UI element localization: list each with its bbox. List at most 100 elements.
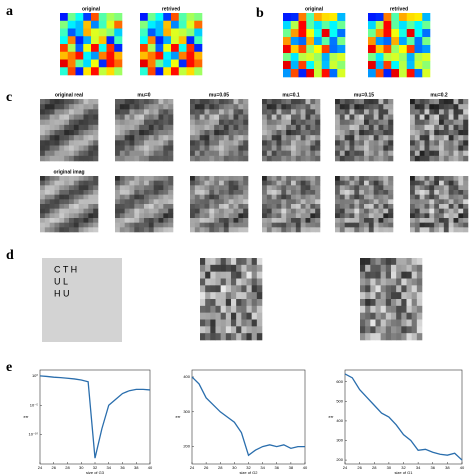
heatmap-cell — [298, 13, 307, 22]
image-pixel — [271, 119, 277, 126]
image-pixel — [168, 213, 174, 219]
heatmap — [283, 13, 346, 78]
image-pixel — [54, 135, 60, 141]
image-pixel — [364, 145, 370, 151]
image-pixel — [401, 271, 407, 279]
image-pixel — [88, 213, 94, 219]
image-pixel — [228, 204, 234, 209]
image-pixel — [335, 199, 341, 205]
image-pixel — [93, 180, 99, 186]
image-pixel — [364, 150, 370, 157]
heatmap-cell — [414, 45, 423, 54]
heatmap-cell — [368, 13, 377, 22]
image-pixel — [124, 140, 130, 146]
image-pixel — [339, 119, 345, 126]
image-pixel — [315, 155, 321, 162]
image-pixel — [453, 227, 459, 233]
image-pixel — [364, 213, 370, 219]
image-pixel — [411, 292, 418, 300]
image-pixel — [256, 264, 263, 272]
image-pixel — [305, 218, 311, 223]
image-pixel — [364, 176, 370, 181]
heatmap-cell — [147, 44, 156, 53]
image-pixel — [300, 119, 306, 126]
image-pixel — [370, 264, 376, 272]
image-pixel — [262, 190, 268, 195]
image-pixel — [238, 99, 244, 105]
image-pixel — [153, 208, 159, 214]
image-pixel — [148, 190, 154, 195]
image-pixel — [271, 194, 277, 200]
image-pixel — [291, 204, 297, 209]
image-pixel — [256, 258, 263, 266]
image-pixel — [414, 180, 420, 186]
image-pixel — [148, 194, 154, 200]
image-pixel — [424, 135, 430, 141]
image-pixel — [310, 145, 316, 151]
plot-frame — [191, 369, 306, 465]
image-pixel — [286, 135, 292, 141]
image-pixel — [214, 99, 220, 105]
image-pixel — [231, 292, 237, 300]
heatmap-cell — [194, 59, 203, 68]
image-pixel — [190, 218, 196, 223]
image-pixel — [396, 271, 402, 279]
image-pixel — [335, 194, 341, 200]
heatmap-cell — [171, 51, 180, 60]
image-pixel — [148, 104, 154, 110]
image-pixel — [231, 278, 237, 286]
image-pixel — [93, 140, 99, 146]
image-pixel — [223, 208, 229, 214]
image-pixel — [349, 135, 355, 141]
image-pixel — [251, 305, 258, 313]
image-pixel — [88, 204, 94, 209]
y-tick-label: 400 — [183, 374, 190, 379]
image-pixel — [458, 99, 464, 105]
image-pixel — [443, 124, 449, 131]
image-pixel — [40, 145, 46, 151]
image-pixel — [373, 99, 379, 105]
image-pixel — [396, 319, 402, 327]
x-tick-label: 38 — [289, 465, 294, 470]
image-pixel — [158, 99, 164, 105]
image-pixel — [153, 194, 159, 200]
image-pixel — [335, 130, 341, 136]
image-pixel — [391, 319, 397, 327]
image-pixel — [88, 114, 94, 120]
image-pixel — [83, 130, 89, 136]
image-pixel — [463, 208, 469, 214]
image-pixel — [281, 99, 287, 105]
image-pixel — [305, 204, 311, 209]
image-pixel — [219, 135, 225, 141]
image-pixel — [40, 150, 46, 157]
image-pixel — [214, 194, 220, 200]
heatmap-cell — [391, 45, 400, 54]
image-pixel — [124, 176, 130, 181]
heatmap-cell — [67, 13, 76, 22]
image-pixel — [64, 204, 70, 209]
image-pixel — [83, 104, 89, 110]
heatmap-cell — [414, 13, 423, 22]
image-pixel — [359, 190, 365, 195]
image-pixel — [281, 135, 287, 141]
image-pixel — [315, 199, 321, 205]
image-pixel — [204, 140, 210, 146]
image-pixel — [69, 194, 75, 200]
image-pixel — [439, 208, 445, 214]
image-pixel — [64, 180, 70, 186]
image-pixel — [64, 227, 70, 233]
image-pixel — [463, 222, 469, 228]
image-pixel — [124, 222, 130, 228]
image-pixel — [144, 109, 150, 115]
image-pixel — [396, 258, 402, 266]
image-pixel — [291, 194, 297, 200]
heatmap-cell — [298, 37, 307, 46]
image-pixel — [233, 227, 239, 233]
image-pixel — [220, 305, 227, 313]
image-pixel — [410, 99, 416, 105]
image-pixel — [310, 208, 316, 214]
image-pixel — [148, 155, 154, 162]
image-pixel — [383, 104, 389, 110]
heatmap-cell — [298, 69, 307, 78]
image-pixel — [406, 285, 412, 293]
